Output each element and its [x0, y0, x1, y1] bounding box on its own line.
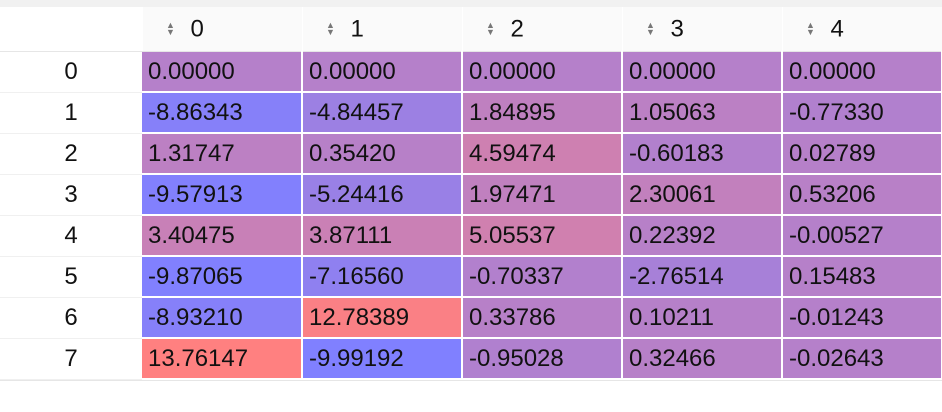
top-bar — [0, 0, 942, 7]
table-cell: 3.40475 — [142, 215, 303, 257]
table-row: 0 0.00000 0.00000 0.00000 0.00000 0.0000… — [0, 51, 942, 93]
table-row: 2 1.31747 0.35420 4.59474 -0.60183 0.027… — [0, 133, 942, 175]
table-row: 1 -8.86343 -4.84457 1.84895 1.05063 -0.7… — [0, 92, 942, 134]
row-index: 0 — [0, 51, 142, 93]
table-row: 5 -9.87065 -7.16560 -0.70337 -2.76514 0.… — [0, 256, 942, 298]
table-cell: 12.78389 — [302, 297, 463, 339]
table-cell: 0.15483 — [782, 256, 942, 298]
table-cell: -0.95028 — [462, 338, 623, 380]
table-cell: -0.60183 — [622, 133, 783, 175]
row-index: 6 — [0, 297, 142, 339]
table-cell: 3.87111 — [302, 215, 463, 257]
table-cell: 0.00000 — [142, 51, 303, 93]
table-cell: -0.00527 — [782, 215, 942, 257]
row-index: 1 — [0, 92, 142, 134]
table-cell: -0.70337 — [462, 256, 623, 298]
row-index: 4 — [0, 215, 142, 257]
table-cell: 0.33786 — [462, 297, 623, 339]
table-cell: 0.32466 — [622, 338, 783, 380]
column-header-label: 4 — [830, 15, 844, 43]
table-cell: -9.99192 — [302, 338, 463, 380]
table-cell: -9.87065 — [142, 256, 303, 298]
table-cell: -4.84457 — [302, 92, 463, 134]
column-header-4[interactable]: ▲ ▼ 4 — [782, 7, 942, 52]
column-header-label: 3 — [670, 15, 684, 43]
table-cell: -8.86343 — [142, 92, 303, 134]
row-index: 7 — [0, 338, 142, 380]
data-table: ▲ ▼ 0 ▲ ▼ 1 ▲ ▼ 2 ▲ ▼ 3 ▲ ▼ 4 0 0.00000 0.00000 0.… — [0, 7, 942, 380]
table-cell: 13.76147 — [142, 338, 303, 380]
table-bottom-border — [0, 380, 942, 381]
table-cell: -0.77330 — [782, 92, 942, 134]
column-header-2[interactable]: ▲ ▼ 2 — [462, 7, 623, 52]
table-cell: -7.16560 — [302, 256, 463, 298]
table-cell: 0.00000 — [622, 51, 783, 93]
column-header-3[interactable]: ▲ ▼ 3 — [622, 7, 783, 52]
table-row: 4 3.40475 3.87111 5.05537 0.22392 -0.005… — [0, 215, 942, 257]
table-row: 6 -8.93210 12.78389 0.33786 0.10211 -0.0… — [0, 297, 942, 339]
sort-arrows-icon[interactable]: ▲ ▼ — [486, 20, 495, 38]
table-cell: 0.10211 — [622, 297, 783, 339]
sort-arrows-icon[interactable]: ▲ ▼ — [806, 20, 815, 38]
table-cell: 0.02789 — [782, 133, 942, 175]
sort-arrows-icon[interactable]: ▲ ▼ — [326, 20, 335, 38]
row-index: 5 — [0, 256, 142, 298]
column-header-0[interactable]: ▲ ▼ 0 — [142, 7, 303, 52]
table-cell: 1.31747 — [142, 133, 303, 175]
table-cell: 0.00000 — [462, 51, 623, 93]
index-header — [0, 7, 143, 52]
sort-arrows-icon[interactable]: ▲ ▼ — [166, 20, 175, 38]
table-cell: 2.30061 — [622, 174, 783, 216]
table-row: 3 -9.57913 -5.24416 1.97471 2.30061 0.53… — [0, 174, 942, 216]
table-cell: 0.00000 — [782, 51, 942, 93]
table-cell: 1.05063 — [622, 92, 783, 134]
table-cell: 5.05537 — [462, 215, 623, 257]
table-cell: 1.97471 — [462, 174, 623, 216]
table-cell: -0.02643 — [782, 338, 942, 380]
table-cell: 1.84895 — [462, 92, 623, 134]
header-row: ▲ ▼ 0 ▲ ▼ 1 ▲ ▼ 2 ▲ ▼ 3 ▲ ▼ 4 — [0, 7, 942, 52]
sort-arrows-icon[interactable]: ▲ ▼ — [646, 20, 655, 38]
table-cell: -0.01243 — [782, 297, 942, 339]
table-cell: 0.53206 — [782, 174, 942, 216]
row-index: 3 — [0, 174, 142, 216]
table-cell: -2.76514 — [622, 256, 783, 298]
table-cell: 4.59474 — [462, 133, 623, 175]
row-index: 2 — [0, 133, 142, 175]
table-cell: 0.22392 — [622, 215, 783, 257]
table-cell: -5.24416 — [302, 174, 463, 216]
column-header-1[interactable]: ▲ ▼ 1 — [302, 7, 463, 52]
column-header-label: 1 — [350, 15, 364, 43]
table-cell: 0.35420 — [302, 133, 463, 175]
table-cell: -9.57913 — [142, 174, 303, 216]
table-cell: 0.00000 — [302, 51, 463, 93]
table-row: 7 13.76147 -9.99192 -0.95028 0.32466 -0.… — [0, 338, 942, 380]
table-cell: -8.93210 — [142, 297, 303, 339]
column-header-label: 2 — [510, 15, 524, 43]
column-header-label: 0 — [190, 15, 204, 43]
